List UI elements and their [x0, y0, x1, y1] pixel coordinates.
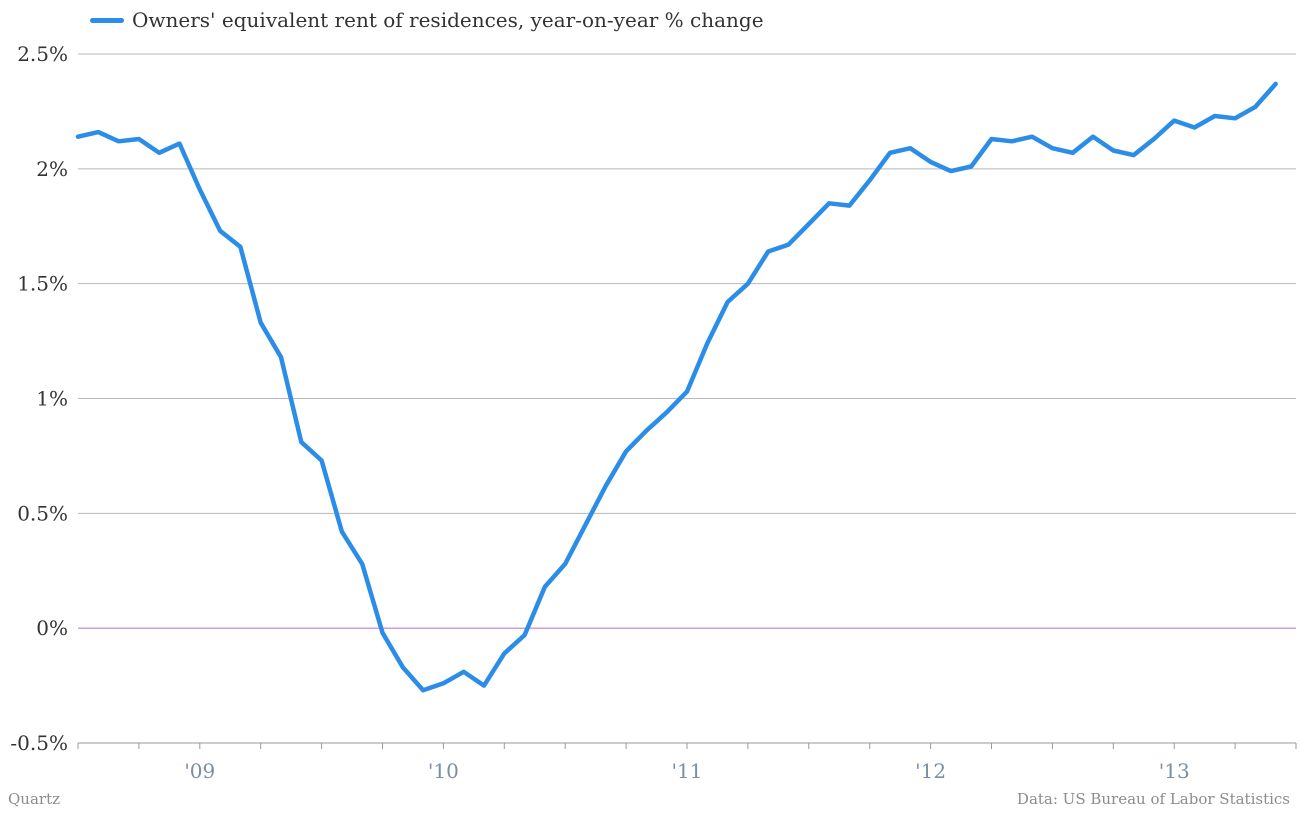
- legend: Owners' equivalent rent of residences, y…: [90, 6, 764, 34]
- y-tick-label: 2%: [36, 157, 68, 181]
- credit-quartz: Quartz: [8, 790, 61, 808]
- gridlines: [78, 53, 1296, 744]
- x-tick-label: '10: [428, 759, 459, 783]
- y-tick-label: 0.5%: [17, 501, 68, 525]
- y-axis: -0.5% 0% 0.5% 1% 1.5% 2% 2.5%: [10, 42, 68, 755]
- y-tick-label: 1.5%: [17, 272, 68, 296]
- y-tick-label: -0.5%: [10, 731, 68, 755]
- x-axis: '09 '10 '11 '12 '13: [77, 742, 1297, 783]
- x-tick-label: '13: [1159, 759, 1190, 783]
- series-line: [75, 81, 1278, 693]
- x-tick-label: '12: [915, 759, 946, 783]
- x-tick-label: '09: [184, 759, 215, 783]
- legend-label: Owners' equivalent rent of residences, y…: [132, 8, 764, 32]
- y-tick-label: 1%: [36, 387, 68, 411]
- y-tick-label: 0%: [36, 616, 68, 640]
- data-source: Data: US Bureau of Labor Statistics: [1016, 790, 1290, 808]
- y-tick-label: 2.5%: [17, 42, 68, 66]
- series-layer: [75, 81, 1278, 693]
- legend-swatch: [90, 17, 124, 23]
- x-tick-label: '11: [672, 759, 703, 783]
